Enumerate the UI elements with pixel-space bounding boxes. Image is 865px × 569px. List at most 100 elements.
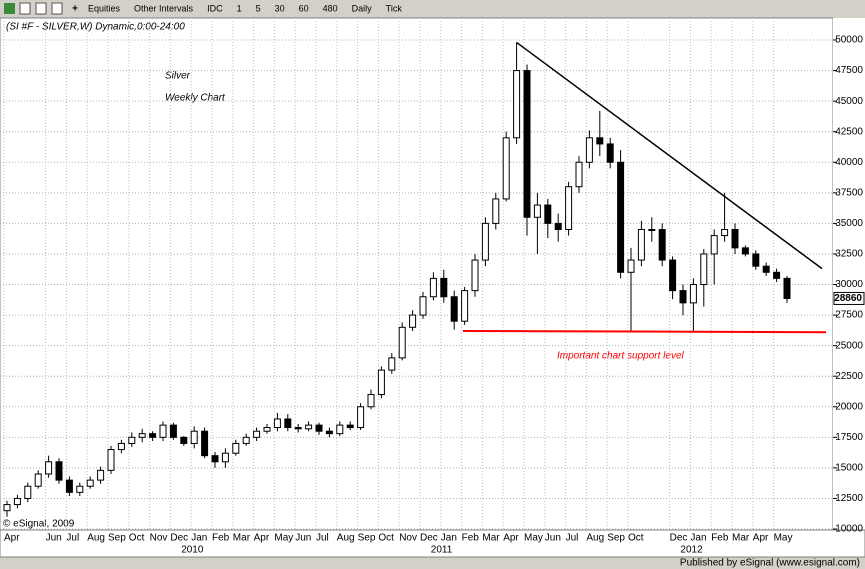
y-tick-label: 35000 <box>835 218 863 229</box>
x-tick-label: Aug <box>337 533 355 544</box>
y-tick-label: 47500 <box>835 65 863 76</box>
candle-body <box>773 271 781 279</box>
y-tick-label: 37500 <box>835 187 863 198</box>
toolbar-item[interactable]: Other Intervals <box>134 3 194 13</box>
candle-body <box>169 424 177 438</box>
candle-body <box>45 461 53 475</box>
x-tick-label: Jun <box>295 533 311 544</box>
x-tick-label: Sep <box>108 533 126 544</box>
candle-body <box>648 228 656 231</box>
candle-body <box>159 424 167 438</box>
x-year-label: 2010 <box>181 545 204 556</box>
candle-body <box>263 427 271 432</box>
y-tick-label: 42500 <box>835 126 863 137</box>
x-tick-label: Jul <box>566 533 579 544</box>
candle-body <box>138 433 146 438</box>
candle-body <box>627 259 635 273</box>
x-tick-label: Aug <box>87 533 105 544</box>
chart-subtitle: Weekly Chart <box>165 93 226 104</box>
candle-body <box>367 394 375 408</box>
candle-body <box>554 222 562 230</box>
toolbar-item[interactable]: 5 <box>256 3 261 13</box>
candle-body <box>419 296 427 316</box>
x-tick-label: May <box>524 533 543 544</box>
candle-body <box>513 70 521 139</box>
y-tick-label: 30000 <box>835 279 863 290</box>
candle-body <box>752 253 760 267</box>
toolbar-item[interactable]: IDC <box>207 3 223 13</box>
candle-body <box>377 369 385 396</box>
x-tick-label: Dec <box>670 533 688 544</box>
chart-header: (SI #F - SILVER,W) Dynamic,0:00-24:00 <box>6 22 185 33</box>
candle-body <box>617 161 625 273</box>
toolbar-item[interactable]: 1 <box>237 3 242 13</box>
candle-body <box>637 228 645 261</box>
candle-body <box>253 430 261 438</box>
candle-body <box>398 326 406 359</box>
y-tick-label: 25000 <box>835 340 863 351</box>
candle-body <box>294 427 302 430</box>
candle-body <box>315 424 323 432</box>
candle-body <box>658 228 666 261</box>
candle-body <box>149 433 157 438</box>
icon[interactable]: + <box>72 4 78 15</box>
toolbar-item[interactable]: Equities <box>88 3 121 13</box>
icon[interactable] <box>19 2 31 15</box>
candle-body <box>492 198 500 224</box>
candle-body <box>221 452 229 463</box>
toolbar-item[interactable]: 30 <box>275 3 285 13</box>
candle-body <box>481 222 489 261</box>
x-tick-label: Apr <box>254 533 270 544</box>
y-tick-label: 40000 <box>835 157 863 168</box>
x-axis-area <box>0 529 865 558</box>
candle-body <box>461 290 469 322</box>
icon[interactable] <box>51 2 63 15</box>
candle-body <box>97 469 105 481</box>
candle-body <box>273 418 281 429</box>
toolbar-item[interactable]: Daily <box>352 3 373 13</box>
x-tick-label: May <box>274 533 293 544</box>
toolbar-icons: + <box>4 2 78 15</box>
candle-body <box>242 436 250 444</box>
candle-body <box>783 277 791 299</box>
candle-body <box>533 204 541 218</box>
x-tick-label: Mar <box>233 533 251 544</box>
candle-body <box>65 479 73 493</box>
candle-body <box>585 137 593 163</box>
icon[interactable] <box>4 3 15 14</box>
toolbar-item[interactable]: Tick <box>386 3 403 13</box>
candle-body <box>232 442 240 454</box>
candle-body <box>107 449 115 471</box>
x-tick-label: Feb <box>462 533 480 544</box>
candle-body <box>523 70 531 218</box>
candle-body <box>606 143 614 163</box>
candle-body <box>24 485 32 499</box>
icon[interactable] <box>35 2 47 15</box>
candle-body <box>55 461 63 481</box>
candle-body <box>502 137 510 200</box>
x-tick-label: Jan <box>191 533 207 544</box>
candle-body <box>710 235 718 255</box>
x-tick-label: Sep <box>607 533 625 544</box>
candle-body <box>721 228 729 237</box>
x-tick-label: Apr <box>503 533 519 544</box>
candle-body <box>596 137 604 145</box>
candle-body <box>575 161 583 188</box>
x-tick-label: Feb <box>212 533 230 544</box>
x-year-label: 2012 <box>680 545 703 556</box>
candle-body <box>3 504 11 512</box>
x-tick-label: Jan <box>690 533 706 544</box>
x-tick-label: Jun <box>545 533 561 544</box>
y-tick-label: 50000 <box>835 35 863 46</box>
chart-title: Silver <box>165 71 191 82</box>
x-tick-label: Aug <box>586 533 604 544</box>
footer: Published by eSignal (www.esignal.com) <box>680 558 860 569</box>
y-tick-label: 22500 <box>835 371 863 382</box>
x-tick-label: Nov <box>150 533 168 544</box>
y-tick-label: 15000 <box>835 463 863 474</box>
candle-body <box>346 424 354 429</box>
toolbar-item[interactable]: 480 <box>323 3 338 13</box>
candle-body <box>201 430 209 457</box>
candle-body <box>471 259 479 292</box>
toolbar-item[interactable]: 60 <box>299 3 309 13</box>
